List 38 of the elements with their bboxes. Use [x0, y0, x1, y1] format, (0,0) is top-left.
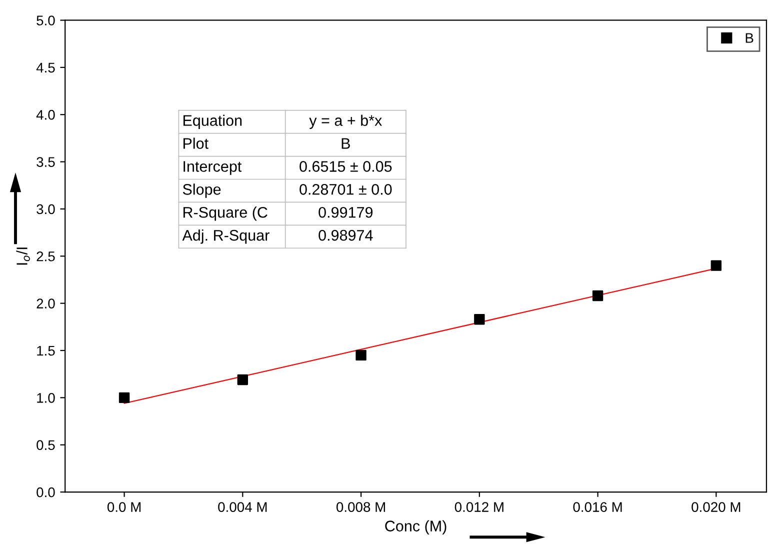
annotation: Intercept	[184, 161, 242, 175]
annotation: 0.98974	[318, 230, 373, 241]
y-tick-label: 0.5	[36, 440, 55, 450]
y-tick-label: 1.5	[37, 346, 55, 356]
x-tick-label: 0.0 M	[107, 502, 141, 512]
annotation: Adj. R-Squar	[182, 230, 270, 244]
annotation: Equation	[183, 114, 242, 129]
point	[592, 290, 604, 302]
y-axis-title: I$_{o}$/I	[16, 248, 30, 265]
y-tick-label: 4.5	[36, 62, 55, 73]
x-tick-label: 0.016 M	[573, 502, 622, 512]
annotation: B	[342, 138, 350, 149]
point	[118, 392, 130, 404]
annotation: y = a + b*x	[309, 114, 382, 129]
point	[474, 314, 485, 325]
annotation: Slope	[182, 184, 221, 198]
point	[710, 260, 722, 271]
point	[237, 374, 248, 386]
y-tick-label: 0.0	[36, 487, 55, 498]
annotation: Plot	[183, 138, 208, 149]
x-tick-label: 0.004 M	[218, 502, 267, 512]
y-tick-label: 3.0	[36, 204, 55, 214]
y-tick-label: 4.0	[36, 110, 55, 120]
annotation: 0.6515 ± 0.05	[300, 161, 392, 172]
y-tick-label: 2.0	[36, 298, 55, 308]
y-tick-label: 5.0	[36, 16, 55, 26]
x-tick-label: 0.008 M	[336, 502, 385, 512]
annotation: R-Square (C	[183, 206, 268, 221]
y-tick-label: 1.0	[37, 393, 55, 403]
legend-label: B	[746, 33, 754, 43]
annotation: 0.99179	[318, 206, 373, 218]
y-tick-label: 2.5	[36, 251, 55, 262]
x-axis-title: Conc (M)	[385, 520, 446, 534]
x-tick-label: 0.012 M	[454, 502, 504, 512]
point	[356, 350, 366, 361]
annotation: 0.28701 ± 0.0	[300, 184, 392, 195]
y-tick-label: 3.5	[36, 157, 55, 167]
x-tick-label: 0.020 M	[692, 502, 740, 512]
